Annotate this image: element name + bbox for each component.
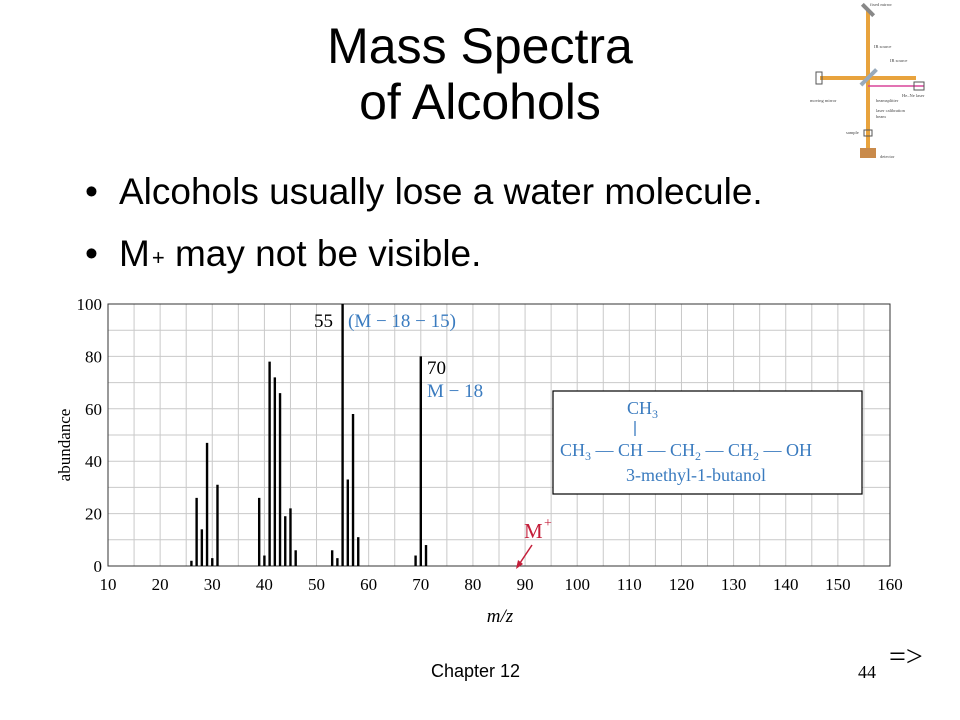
peak-55-label: 55 [314,311,333,332]
plot-frame [107,303,891,567]
mplus-sup: + [544,516,552,531]
x-tick-label: 50 [308,575,325,594]
y-tick-label: 80 [85,347,102,366]
bullet-item: Alcohols usually lose a water molecule. [85,168,763,230]
molecular-ion-marker: M + [516,516,552,569]
inset-label: sample [846,130,859,135]
x-tick-label: 150 [825,575,851,594]
x-tick-label: 80 [464,575,481,594]
peak-55-note: (M − 18 − 15) [348,311,456,332]
slide-title: Mass Spectra of Alcohols [250,18,710,130]
peak-70-note: M − 18 [427,381,483,402]
bullet-item: M+ may not be visible. [85,230,763,292]
next-slide-link[interactable]: => [889,640,923,673]
inset-label: fixed mirror [870,2,892,7]
beamsplitter [859,68,878,87]
x-tick-label: 70 [412,575,429,594]
fixed-mirror [860,2,876,18]
x-tick-label: 30 [204,575,221,594]
struct-ch3-top: CH3 [627,398,658,421]
sample-cell [863,129,873,137]
page-number: 44 [858,662,876,682]
interferometer-diagram: fixed mirror IR source IR source He–Ne l… [806,0,928,168]
x-tick-label: 40 [256,575,273,594]
detector [860,148,876,158]
chart-axes [107,303,891,567]
bullet-text-1: Alcohols usually lose a water molecule. [119,171,763,212]
y-axis-label: abundance [55,409,74,482]
x-tick-label: 10 [100,575,117,594]
chart-ticks: 10 20 30 40 50 60 70 80 90 100 110 120 130 140 150 160 0… [77,295,903,594]
y-tick-label: 60 [85,400,102,419]
y-tick-label: 40 [85,452,102,471]
bullet-m: M [119,233,150,274]
bullet-list: Alcohols usually lose a water molecule. … [85,168,763,292]
x-tick-label: 60 [360,575,377,594]
peak-70-label: 70 [427,358,446,379]
inset-label: IR source [890,58,907,63]
struct-name: 3-methyl-1-butanol [626,465,766,485]
x-axis-label: m/z [487,606,514,627]
struct-main: CH3 — CH — CH2 — CH2 — OH [560,440,812,463]
y-tick-label: 0 [94,557,103,576]
title-line-2: of Alcohols [359,74,601,130]
inset-label: laser calibration [876,108,906,113]
x-tick-label: 130 [721,575,747,594]
x-tick-label: 100 [564,575,590,594]
inset-label: beamsplitter [876,98,899,103]
x-tick-label: 20 [152,575,169,594]
bullet-text-2: may not be visible. [164,233,482,274]
laser-box [913,81,925,91]
inset-label: He–Ne laser [902,93,925,98]
title-line-1: Mass Spectra [327,18,633,74]
inset-label: beam [876,114,886,119]
inset-label: detector [880,154,895,159]
inset-label: IR source [874,44,891,49]
chart-bars [190,304,428,566]
x-tick-label: 120 [669,575,695,594]
x-tick-label: 110 [617,575,642,594]
y-tick-label: 20 [85,505,102,524]
structure-box: CH3 CH3 — CH — CH2 — CH2 — OH 3-methyl-1… [552,390,863,495]
y-tick-label: 100 [77,295,103,314]
moving-mirror [815,71,823,85]
x-tick-label: 160 [877,575,903,594]
mplus-arrow-head [516,560,523,569]
mplus-label: M [524,519,543,543]
x-tick-label: 140 [773,575,799,594]
footer-chapter: Chapter 12 [431,661,521,681]
inset-label: moving mirror [810,98,837,103]
x-tick-label: 90 [517,575,534,594]
bullet-plus: + [151,245,165,270]
